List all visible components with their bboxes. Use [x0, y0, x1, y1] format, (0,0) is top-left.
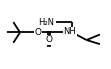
Text: O: O [34, 28, 41, 37]
Text: NH: NH [63, 27, 76, 36]
Text: O: O [45, 35, 52, 44]
Text: H₂N: H₂N [38, 18, 54, 27]
